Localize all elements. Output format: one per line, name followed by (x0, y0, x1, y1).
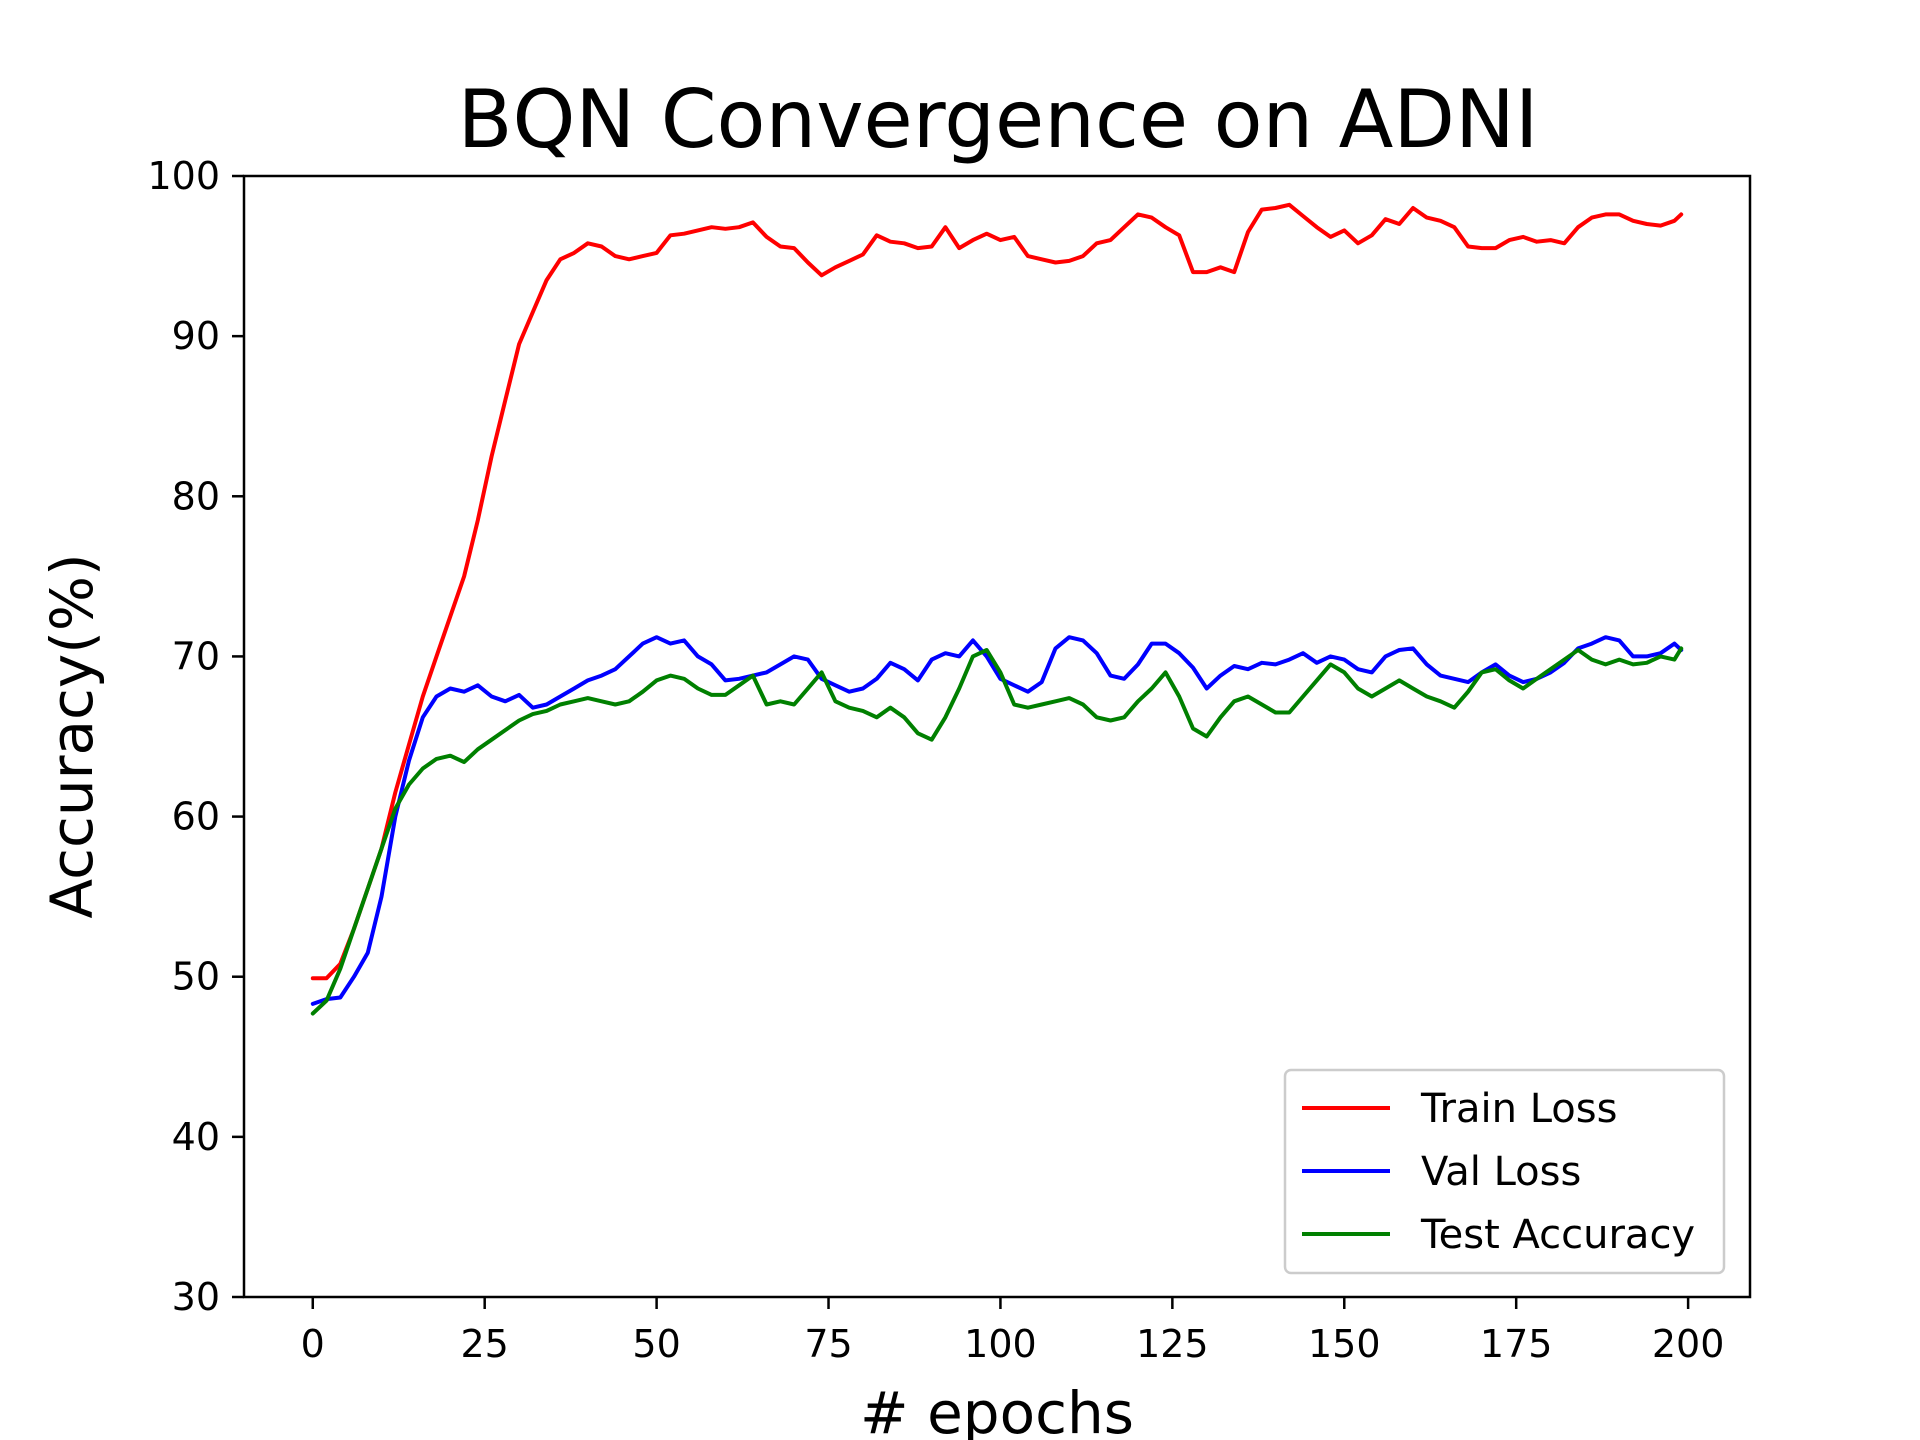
y-tick-label: 90 (172, 314, 220, 358)
y-tick-label: 50 (172, 955, 220, 999)
y-tick-label: 80 (172, 474, 220, 518)
legend: Train Loss Val Loss Test Accuracy (1283, 1068, 1726, 1275)
y-tick-label: 60 (172, 795, 220, 839)
y-tick-label: 100 (147, 154, 220, 198)
y-tick-label: 70 (172, 634, 220, 678)
x-tick-label: 50 (632, 1322, 680, 1366)
axes-frame (242, 174, 1752, 1299)
x-tick-label: 200 (1652, 1322, 1725, 1366)
series-line-2 (310, 646, 1684, 1016)
x-tick-label: 125 (1136, 1322, 1209, 1366)
legend-label: Val Loss (1421, 1149, 1581, 1195)
series-line-1 (310, 635, 1684, 1006)
x-tick-label: 150 (1308, 1322, 1381, 1366)
series-line-0 (310, 202, 1684, 981)
x-tick-label: 175 (1480, 1322, 1553, 1366)
x-tick-label: 25 (461, 1322, 509, 1366)
x-tick-label: 0 (301, 1322, 325, 1366)
legend-label: Test Accuracy (1420, 1212, 1695, 1258)
y-tick-label: 30 (172, 1275, 220, 1319)
y-tick-label: 40 (172, 1115, 220, 1159)
chart-title: BQN Convergence on ADNI (458, 73, 1539, 166)
legend-label: Train Loss (1420, 1086, 1617, 1132)
x-tick-label: 75 (804, 1322, 852, 1366)
y-axis-label: Accuracy(%) (38, 553, 106, 918)
legend-frame (1283, 1068, 1726, 1275)
axis-ticks: 0 25 50 75 100 125 150 175 200 30 40 50 60 70 80 90 100 (147, 154, 1724, 1366)
x-axis-label: # epochs (860, 1379, 1134, 1440)
series-lines (310, 202, 1684, 1016)
x-tick-label: 100 (964, 1322, 1037, 1366)
